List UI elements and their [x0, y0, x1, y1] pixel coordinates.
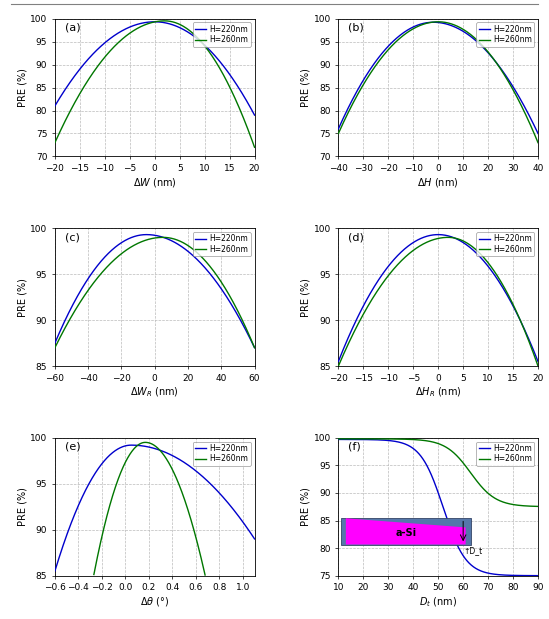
X-axis label: $D_t$ (nm): $D_t$ (nm) [419, 595, 457, 608]
Text: (b): (b) [349, 23, 364, 33]
X-axis label: $\Delta\theta$ ($°$): $\Delta\theta$ ($°$) [140, 595, 170, 608]
Text: (f): (f) [349, 442, 361, 452]
Legend: H=220nm, H=260nm: H=220nm, H=260nm [193, 441, 251, 465]
Text: a-Si: a-Si [395, 527, 416, 538]
Text: ↑D_t: ↑D_t [464, 546, 483, 555]
Bar [341, 517, 470, 545]
Text: (a): (a) [65, 23, 81, 33]
Y-axis label: PRE (%): PRE (%) [301, 278, 311, 316]
Legend: H=220nm, H=260nm: H=220nm, H=260nm [193, 232, 251, 256]
Y-axis label: PRE (%): PRE (%) [301, 68, 311, 107]
Legend: H=220nm, H=260nm: H=220nm, H=260nm [476, 232, 534, 256]
Y-axis label: PRE (%): PRE (%) [17, 278, 27, 316]
Y-axis label: PRE (%): PRE (%) [301, 487, 311, 526]
Legend: H=220nm, H=260nm: H=220nm, H=260nm [476, 22, 534, 46]
X-axis label: $\Delta H$ (nm): $\Delta H$ (nm) [417, 176, 459, 189]
Legend: H=220nm, H=260nm: H=220nm, H=260nm [476, 441, 534, 465]
X-axis label: $\Delta W_R$ (nm): $\Delta W_R$ (nm) [130, 386, 179, 399]
X-axis label: $\Delta W$ (nm): $\Delta W$ (nm) [133, 176, 177, 189]
Text: (c): (c) [65, 232, 80, 242]
Y-axis label: PRE (%): PRE (%) [17, 68, 27, 107]
X-axis label: $\Delta H_R$ (nm): $\Delta H_R$ (nm) [415, 386, 462, 399]
Text: (e): (e) [65, 442, 81, 452]
Polygon shape [346, 518, 466, 545]
Y-axis label: PRE (%): PRE (%) [17, 487, 27, 526]
Text: (d): (d) [349, 232, 364, 242]
Legend: H=220nm, H=260nm: H=220nm, H=260nm [193, 22, 251, 46]
